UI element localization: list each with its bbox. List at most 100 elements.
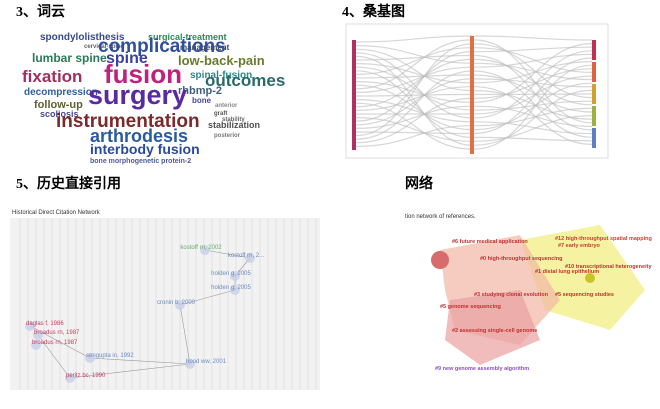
- word: posterior: [214, 133, 241, 139]
- flow: [355, 86, 593, 145]
- flow: [355, 68, 593, 144]
- flow: [355, 93, 593, 97]
- word: fusion: [104, 59, 182, 89]
- sankey-bar: [352, 40, 356, 150]
- sankey-bar: [592, 84, 596, 104]
- citation-label: sengupta in, 1992: [86, 353, 134, 359]
- sankey-bar: [470, 36, 474, 154]
- network: [431, 225, 645, 365]
- citation-node: [175, 300, 185, 310]
- flow: [355, 99, 593, 135]
- heading: 网络: [405, 175, 433, 192]
- citation-node: [85, 353, 95, 363]
- citation-node: [230, 285, 240, 295]
- heading: 4、桑基图: [342, 3, 405, 20]
- cluster-node: [431, 251, 449, 269]
- word: surgical-treatment: [148, 32, 227, 42]
- flow: [355, 74, 593, 113]
- cluster-label: #5 genome sequencing: [440, 304, 501, 310]
- citation-label: daglas f, 1986: [26, 321, 64, 327]
- cluster-label: #5 sequencing studies: [555, 292, 614, 298]
- citation-label: peritz bc, 1990: [66, 373, 106, 379]
- word: spine: [106, 50, 148, 67]
- word: spondylolisthesis: [40, 32, 125, 43]
- word: outcomes: [205, 71, 285, 90]
- flow: [355, 57, 593, 135]
- word: bone morphogenetic protein-2: [90, 158, 191, 165]
- word: arthrodesis: [90, 126, 188, 146]
- flow: [355, 50, 593, 119]
- word: rhbmp-2: [178, 85, 222, 97]
- citation-label: kostoff rn, 2002: [180, 245, 222, 251]
- flow: [355, 43, 593, 103]
- cluster-area: [445, 290, 540, 365]
- sankey-bar: [592, 40, 596, 60]
- citation-link: [179, 289, 236, 306]
- word: management: [180, 43, 230, 52]
- word: follow-up: [34, 99, 83, 111]
- cluster-node: [585, 273, 595, 283]
- word: bone: [192, 96, 212, 105]
- word: low-back-pain: [178, 53, 265, 68]
- cluster-label: #1 distal lung epithelium: [535, 269, 599, 275]
- cluster-label: #12 high-throughput spatial mapping: [555, 236, 652, 242]
- citation-label: holden g, 2005: [211, 271, 251, 277]
- cluster-label: #3 studying clonal evolution: [474, 292, 549, 298]
- flow: [355, 46, 593, 122]
- word: graft: [214, 111, 227, 117]
- word: lumbar spine: [32, 51, 107, 65]
- subtitle: Historical Direct Citation Network: [12, 210, 101, 216]
- citation-link: [69, 363, 191, 379]
- flow: [355, 107, 593, 147]
- word: complications: [98, 36, 226, 57]
- word: decompression: [24, 87, 98, 98]
- citation-label: broadus rn, 1987: [34, 330, 80, 336]
- flow: [355, 58, 593, 108]
- sankey-bar: [592, 128, 596, 148]
- flow: [355, 54, 593, 131]
- citation-node: [31, 340, 41, 350]
- citation-node: [230, 271, 240, 281]
- cluster-label: #9 new genome assembly algorithm: [435, 366, 529, 372]
- flow: [355, 105, 593, 129]
- heading: 3、词云: [16, 4, 65, 20]
- flow: [355, 53, 593, 93]
- word: stabilization: [208, 120, 260, 130]
- citation-label: hood ww, 2001: [186, 359, 227, 365]
- cluster-label: #0 high-throughput sequencing: [480, 256, 563, 262]
- subtitle: tion network of references.: [405, 214, 476, 220]
- citation-node: [200, 245, 210, 255]
- flow: [355, 39, 593, 124]
- citation-link: [37, 334, 71, 379]
- word: stability: [222, 117, 245, 123]
- citation-link: [204, 249, 251, 259]
- flow: [355, 43, 593, 137]
- sankey-bar: [592, 106, 596, 126]
- cluster-label: #6 future medical application: [452, 239, 528, 245]
- word: fixation: [22, 67, 82, 86]
- citation-node: [245, 253, 255, 263]
- citation-node: [65, 373, 75, 383]
- heading: 5、历史直接引用: [16, 175, 121, 192]
- word: surgery: [88, 80, 187, 110]
- citation-label: cronin b, 2000: [157, 300, 196, 306]
- flow: [355, 47, 593, 75]
- citation-link: [89, 357, 191, 365]
- flow: [355, 35, 593, 43]
- citation-label: kostoff rn, 2...: [228, 253, 265, 259]
- word: instrumentation: [56, 111, 200, 132]
- flow: [355, 78, 593, 126]
- citation-link: [179, 304, 191, 365]
- citation-label: broadus rn, 1987: [32, 340, 78, 346]
- citation-label: holden g, 2005: [211, 285, 251, 291]
- word: interbody fusion: [90, 141, 200, 157]
- word: cervical-spine: [84, 44, 125, 50]
- word: anterior: [215, 103, 238, 109]
- cluster-label: #7 early embryo: [558, 243, 601, 249]
- cluster-label: #2 assessing single-cell genome: [452, 328, 537, 334]
- citation-node: [185, 359, 195, 369]
- citation-node: [25, 321, 35, 331]
- word: spinal-fusion: [190, 70, 252, 81]
